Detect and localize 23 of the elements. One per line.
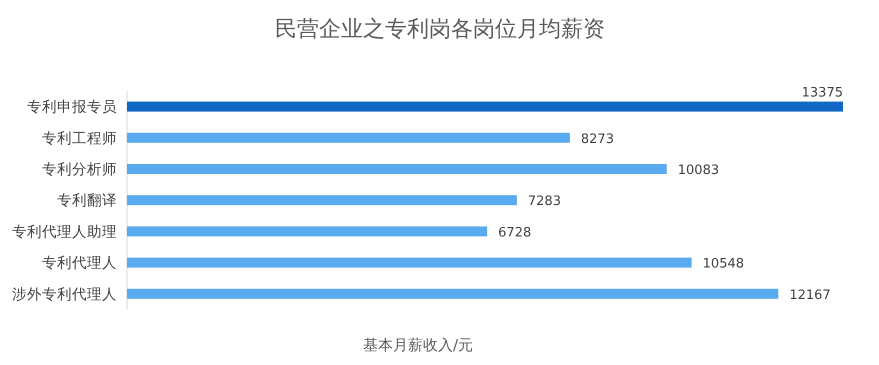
y-tick-label: 专利申报专员	[27, 98, 117, 116]
y-tick-label: 专利分析师	[42, 161, 117, 178]
data-label: 10083	[678, 163, 720, 178]
y-tick-label: 专利代理人	[42, 254, 117, 272]
y-tick-label: 专利工程师	[42, 130, 117, 147]
data-label: 8273	[580, 132, 614, 147]
y-tick-label: 专利代理人助理	[12, 223, 117, 240]
bar	[127, 132, 570, 143]
bar	[127, 195, 517, 206]
bar	[127, 226, 488, 236]
chart-title: 民营企业之专利岗各岗位月均薪资	[275, 17, 605, 42]
data-label: 12167	[789, 288, 831, 303]
data-label: 10548	[702, 256, 744, 272]
bar	[127, 164, 667, 174]
data-label: 6728	[498, 225, 532, 240]
y-tick-label: 专利翻译	[57, 192, 117, 210]
data-label: 7283	[528, 194, 561, 210]
bar	[127, 102, 843, 112]
bar	[127, 288, 778, 299]
x-axis-title: 基本月薪收入/元	[362, 336, 474, 354]
data-label: 13375	[802, 86, 843, 101]
bar	[127, 258, 692, 268]
y-tick-label: 涉外专利代理人	[12, 286, 117, 303]
